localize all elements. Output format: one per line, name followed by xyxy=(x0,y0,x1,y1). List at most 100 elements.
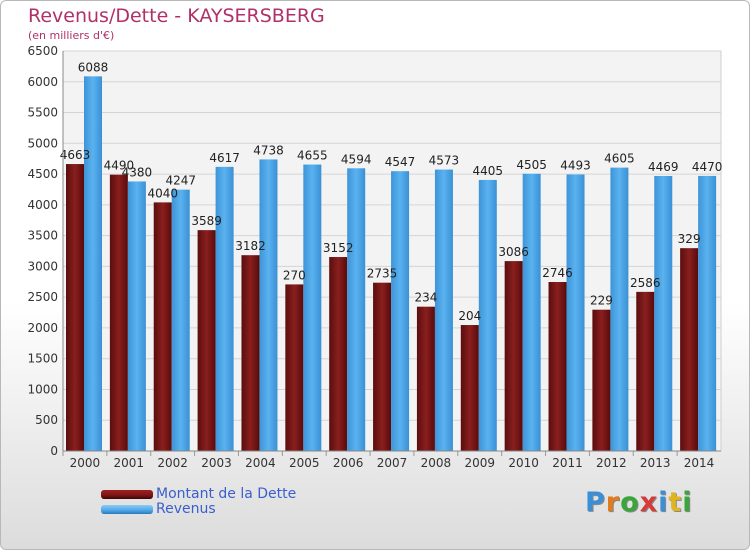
logo-letter: P xyxy=(585,487,606,518)
revenue-value-label: 4738 xyxy=(253,143,284,157)
debt-value-label: 270 xyxy=(283,268,306,282)
x-tick-label: 2008 xyxy=(421,456,452,470)
debt-bar xyxy=(197,230,216,451)
x-tick-label: 2001 xyxy=(114,456,145,470)
revenue-value-label: 4617 xyxy=(209,151,240,165)
chart-title: Revenus/Dette - KAYSERSBERG xyxy=(28,5,325,27)
debt-bar xyxy=(329,257,348,451)
y-tick-label: 1500 xyxy=(27,352,58,366)
debt-value-label: 229 xyxy=(590,294,613,308)
y-tick-label: 3500 xyxy=(27,229,58,243)
x-tick-label: 2012 xyxy=(596,456,627,470)
x-tick-label: 2000 xyxy=(70,456,101,470)
revenue-value-label: 4405 xyxy=(473,164,504,178)
revenue-value-label: 4380 xyxy=(122,165,153,179)
x-tick-label: 2002 xyxy=(157,456,188,470)
revenue-bar xyxy=(478,179,497,451)
debt-bar xyxy=(460,325,479,451)
revenue-value-label: 4573 xyxy=(429,154,460,168)
revenue-bar xyxy=(610,167,629,451)
revenue-bar xyxy=(654,175,673,451)
debt-value-label: 234 xyxy=(414,291,437,305)
revenue-bar xyxy=(215,166,234,451)
debt-value-label: 2735 xyxy=(367,267,398,281)
y-tick-label: 5000 xyxy=(27,136,58,150)
debt-bar xyxy=(680,248,699,451)
logo-letter: x xyxy=(639,487,659,518)
debt-bar xyxy=(548,282,567,451)
y-tick-label: 5500 xyxy=(27,106,58,120)
y-tick-label: 2500 xyxy=(27,290,58,304)
debt-value-label: 2586 xyxy=(630,276,661,290)
debt-bar xyxy=(636,291,655,451)
y-tick-label: 4000 xyxy=(27,198,58,212)
logo-letter: i xyxy=(658,487,669,518)
x-tick-label: 2013 xyxy=(640,456,671,470)
revenue-bar xyxy=(127,181,146,451)
logo-letter: i xyxy=(682,487,693,518)
revenue-value-label: 4547 xyxy=(385,155,416,169)
revenue-value-label: 6088 xyxy=(78,60,109,74)
revenue-bar xyxy=(522,173,541,451)
revenue-value-label: 4605 xyxy=(604,152,635,166)
y-tick-label: 6500 xyxy=(27,44,58,58)
debt-bar xyxy=(66,164,84,452)
y-tick-label: 6000 xyxy=(27,75,58,89)
debt-value-label: 4490 xyxy=(104,159,135,173)
y-tick-label: 0 xyxy=(50,444,58,458)
debt-value-label: 3086 xyxy=(498,245,529,259)
revenue-bar xyxy=(566,174,585,451)
debt-value-label: 4663 xyxy=(60,148,91,162)
debt-value-label: 4040 xyxy=(147,186,178,200)
revenue-bar xyxy=(698,175,717,451)
revenue-value-label: 4505 xyxy=(516,158,547,172)
revenue-value-label: 4469 xyxy=(648,160,679,174)
debt-bar xyxy=(504,261,523,451)
x-tick-label: 2009 xyxy=(464,456,495,470)
y-tick-label: 2000 xyxy=(27,321,58,335)
x-tick-label: 2014 xyxy=(684,456,715,470)
x-tick-label: 2005 xyxy=(289,456,320,470)
debt-bar xyxy=(153,202,172,451)
debt-value-label: 3182 xyxy=(235,239,266,253)
logo-letter: t xyxy=(668,487,683,518)
revenue-value-label: 4594 xyxy=(341,152,372,166)
logo-letter: r xyxy=(605,487,621,518)
x-tick-label: 2010 xyxy=(508,456,539,470)
revenue-bar xyxy=(84,76,102,451)
debt-value-label: 3152 xyxy=(323,241,354,255)
debt-value-label: 204 xyxy=(458,309,481,323)
legend-swatch-revenue xyxy=(101,505,153,514)
legend-swatch-debt xyxy=(101,490,153,499)
debt-bar xyxy=(416,306,435,451)
revenue-bar xyxy=(171,189,190,451)
x-tick-label: 2011 xyxy=(552,456,583,470)
x-tick-label: 2004 xyxy=(245,456,276,470)
y-tick-label: 500 xyxy=(35,413,58,427)
y-tick-label: 4500 xyxy=(27,167,58,181)
revenue-bar xyxy=(434,169,453,452)
debt-bar xyxy=(109,174,128,451)
revenue-value-label: 4247 xyxy=(165,174,196,188)
debt-bar xyxy=(241,255,260,451)
revenue-bar xyxy=(347,168,366,452)
y-tick-label: 3000 xyxy=(27,259,58,273)
x-tick-label: 2007 xyxy=(377,456,408,470)
y-tick-label: 1000 xyxy=(27,382,58,396)
debt-value-label: 3589 xyxy=(191,214,222,228)
logo-letter: o xyxy=(620,487,640,518)
debt-value-label: 329 xyxy=(678,232,701,246)
revenue-bar xyxy=(259,159,278,451)
debt-bar xyxy=(592,309,611,451)
x-tick-label: 2003 xyxy=(201,456,232,470)
revenue-value-label: 4655 xyxy=(297,149,328,163)
debt-bar xyxy=(285,284,304,451)
chart-subtitle: (en milliers d'€) xyxy=(28,29,115,42)
proxiti-logo: Proxiti xyxy=(585,487,693,518)
debt-bar xyxy=(373,282,392,451)
revenue-bar xyxy=(303,164,322,452)
x-tick-label: 2006 xyxy=(333,456,364,470)
legend-label-debt: Montant de la Dette xyxy=(156,486,297,502)
